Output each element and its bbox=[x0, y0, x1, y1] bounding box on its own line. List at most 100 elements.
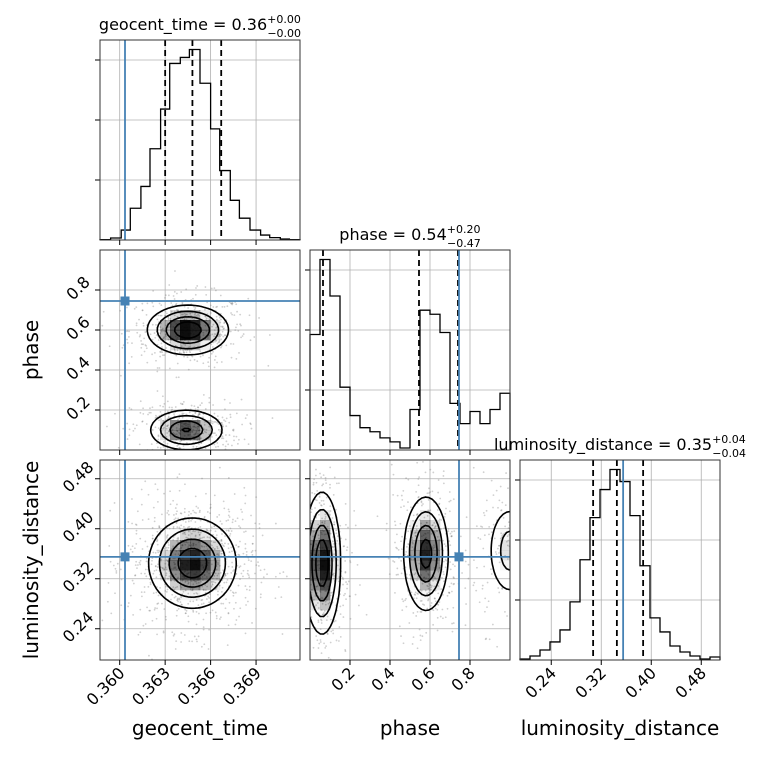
sample-point bbox=[400, 506, 402, 509]
sample-point bbox=[448, 491, 451, 493]
sample-point bbox=[197, 635, 200, 638]
sample-point bbox=[173, 290, 176, 293]
sample-point bbox=[237, 584, 240, 587]
sample-point bbox=[439, 528, 442, 531]
sample-point bbox=[247, 574, 250, 576]
sample-point bbox=[168, 406, 171, 409]
sample-point bbox=[159, 410, 162, 413]
sample-point bbox=[156, 318, 159, 321]
sample-point bbox=[429, 491, 432, 493]
sample-point bbox=[165, 312, 168, 315]
sample-point bbox=[331, 591, 334, 594]
sample-point bbox=[434, 600, 437, 603]
density-cell bbox=[180, 550, 191, 561]
sample-point bbox=[222, 437, 225, 440]
sample-point bbox=[145, 423, 148, 425]
sample-point bbox=[165, 585, 167, 588]
sample-point bbox=[128, 428, 131, 431]
sample-point bbox=[517, 504, 519, 506]
y-tick-label-luminosity_distance: 0.48 bbox=[59, 458, 98, 497]
sample-point bbox=[119, 568, 122, 571]
sample-point bbox=[321, 484, 324, 487]
sample-point bbox=[133, 307, 136, 310]
sample-point bbox=[447, 528, 450, 530]
sample-point bbox=[490, 568, 492, 571]
sample-point bbox=[162, 441, 165, 443]
sample-point bbox=[491, 623, 494, 626]
sample-point bbox=[192, 297, 194, 300]
sample-point bbox=[211, 346, 214, 348]
sample-point bbox=[513, 540, 515, 542]
sample-point bbox=[223, 322, 226, 325]
sample-point bbox=[131, 579, 134, 582]
sample-point bbox=[153, 332, 156, 334]
sample-point bbox=[177, 376, 180, 379]
sample-point bbox=[437, 570, 440, 573]
sample-point bbox=[164, 562, 167, 565]
sample-point bbox=[141, 519, 144, 521]
sample-point bbox=[504, 610, 506, 613]
sample-point bbox=[274, 597, 277, 600]
sample-point bbox=[220, 437, 223, 440]
sample-point bbox=[213, 421, 215, 423]
sample-point bbox=[411, 538, 414, 541]
sample-point bbox=[436, 509, 439, 511]
sample-point bbox=[159, 355, 162, 358]
sample-point bbox=[314, 595, 317, 597]
sample-point bbox=[208, 317, 211, 320]
sample-point bbox=[228, 601, 231, 604]
sample-point bbox=[215, 318, 218, 321]
sample-point bbox=[333, 523, 336, 526]
sample-point bbox=[188, 349, 191, 352]
sample-point bbox=[209, 529, 212, 532]
title-plus: +0.04 bbox=[712, 433, 746, 446]
sample-point bbox=[442, 560, 445, 563]
density-cell bbox=[430, 530, 441, 541]
sample-point bbox=[213, 432, 216, 435]
sample-point bbox=[433, 526, 436, 529]
sample-point bbox=[168, 426, 171, 429]
sample-point bbox=[193, 313, 196, 316]
sample-point bbox=[175, 433, 178, 436]
sample-point bbox=[339, 613, 342, 616]
sample-point bbox=[349, 560, 351, 562]
sample-point bbox=[134, 574, 136, 577]
sample-point bbox=[482, 511, 485, 514]
sample-point bbox=[506, 535, 509, 538]
sample-point bbox=[423, 516, 426, 519]
x-tick-label-geocent_time: 0.360 bbox=[83, 663, 129, 709]
sample-point bbox=[211, 422, 214, 425]
sample-point bbox=[271, 417, 274, 419]
sample-point bbox=[415, 597, 418, 600]
sample-point bbox=[231, 591, 234, 594]
density-cell bbox=[190, 530, 201, 541]
sample-point bbox=[213, 525, 216, 528]
sample-point bbox=[225, 519, 228, 522]
sample-point bbox=[216, 553, 218, 556]
sample-point bbox=[207, 361, 210, 364]
sample-point bbox=[174, 573, 177, 576]
sample-point bbox=[244, 596, 247, 599]
sample-point bbox=[235, 544, 238, 547]
sample-point bbox=[142, 407, 144, 410]
sample-point bbox=[151, 429, 154, 431]
density-cell bbox=[210, 580, 221, 591]
sample-point bbox=[227, 508, 230, 511]
sample-point bbox=[227, 624, 230, 627]
sample-point bbox=[343, 594, 345, 597]
sample-point bbox=[429, 584, 432, 586]
sample-point bbox=[315, 585, 317, 588]
sample-point bbox=[259, 569, 262, 572]
sample-point bbox=[176, 597, 179, 600]
sample-point bbox=[210, 421, 212, 424]
sample-point bbox=[261, 534, 264, 537]
sample-point bbox=[248, 585, 251, 588]
sample-point bbox=[167, 416, 170, 419]
sample-point bbox=[217, 554, 220, 557]
sample-point bbox=[195, 314, 198, 317]
sample-point bbox=[173, 298, 176, 300]
sample-point bbox=[203, 515, 206, 518]
sample-point bbox=[174, 270, 176, 272]
sample-point bbox=[209, 543, 212, 546]
sample-point bbox=[134, 427, 136, 430]
